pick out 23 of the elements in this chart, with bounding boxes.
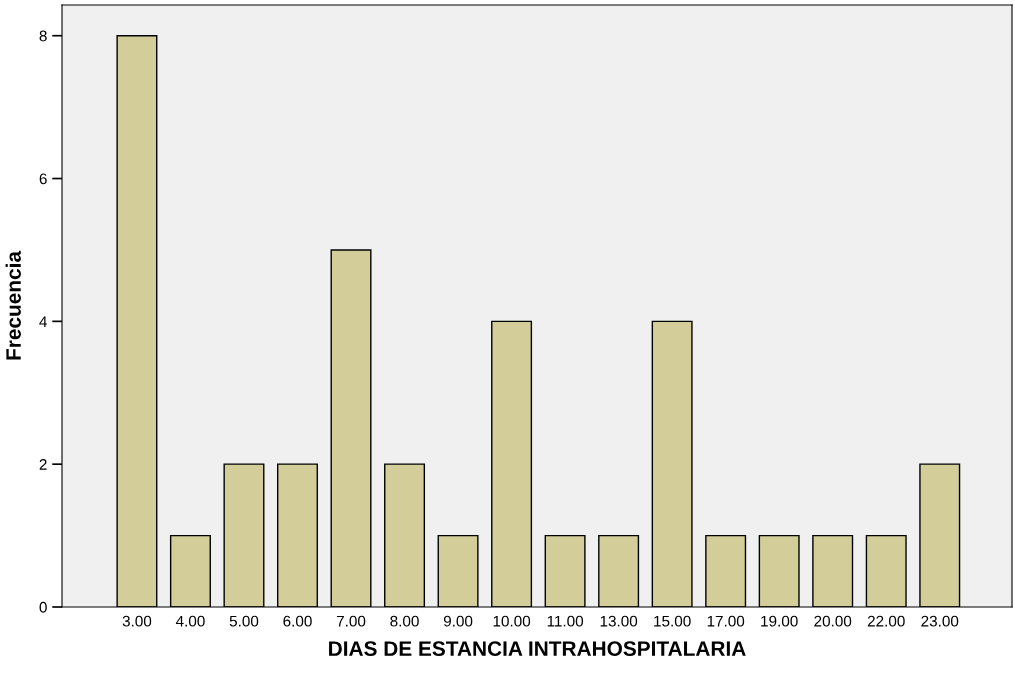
y-tick-label: 0 bbox=[39, 601, 47, 613]
x-tick-label: 23.00 bbox=[921, 615, 959, 627]
x-tick-label: 6.00 bbox=[283, 615, 312, 627]
x-tick-label: 7.00 bbox=[336, 615, 366, 627]
x-tick-label: 19.00 bbox=[761, 615, 798, 627]
x-tick-label: 13.00 bbox=[600, 615, 638, 627]
y-tick-label: 6 bbox=[39, 173, 47, 185]
x-tick-label: 5.00 bbox=[229, 615, 259, 627]
x-tick-label: 3.00 bbox=[122, 615, 152, 627]
y-tick-label: 2 bbox=[39, 459, 47, 470]
x-axis-title: DIAS DE ESTANCIA INTRAHOSPITALARIA bbox=[329, 641, 746, 656]
x-tick-label: 4.00 bbox=[175, 615, 205, 627]
x-tick-label: 17.00 bbox=[707, 615, 745, 627]
x-tick-label: 8.00 bbox=[390, 615, 419, 627]
y-axis-title: Frecuencia bbox=[5, 250, 21, 360]
x-tick-label: 11.00 bbox=[547, 615, 584, 627]
y-tick-label: 4 bbox=[39, 316, 47, 327]
x-tick-label: 20.00 bbox=[814, 615, 852, 627]
x-tick-label: 15.00 bbox=[654, 615, 691, 627]
x-tick-label: 9.00 bbox=[443, 615, 473, 627]
x-tick-label: 10.00 bbox=[493, 615, 531, 627]
x-tick-label: 22.00 bbox=[867, 615, 905, 627]
y-tick-label: 8 bbox=[39, 30, 47, 42]
